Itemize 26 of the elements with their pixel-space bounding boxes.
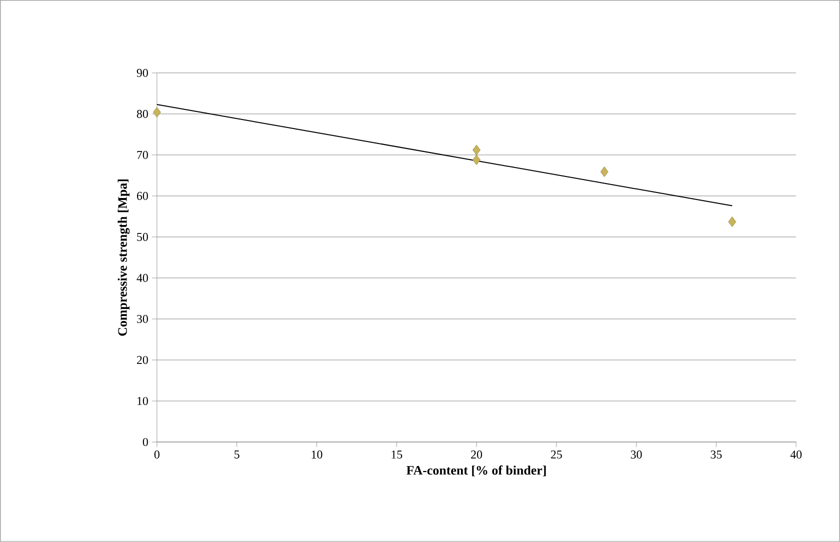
y-tick-label: 50 [137, 232, 148, 242]
x-tick-label: 35 [710, 450, 722, 459]
y-tick-label: 90 [136, 68, 148, 77]
x-tick-label: 15 [392, 450, 402, 459]
x-tick-label: 5 [234, 450, 240, 458]
y-tick-label: 80 [136, 110, 148, 118]
x-tick-label: 25 [550, 450, 562, 459]
point [472, 154, 480, 166]
x-tick-label: 20 [471, 450, 482, 459]
y-axis-title: Compressive strength [Mpa] [118, 180, 130, 336]
y-tick-label: 20 [136, 356, 148, 364]
y-tick-label: 30 [137, 314, 148, 324]
y-tick-label: 0 [142, 438, 148, 446]
x-tick-label: 40 [790, 450, 802, 459]
x-axis-title: FA-content [% of binder] [406, 465, 546, 476]
y-tick-label: 60 [136, 192, 148, 200]
y-tick-label: 40 [136, 274, 148, 282]
x-tick-label: 30 [630, 450, 642, 459]
point [472, 144, 480, 156]
y-tick-label: 10 [138, 396, 148, 406]
point [153, 107, 161, 118]
x-tick-label: 0 [154, 450, 160, 459]
point [728, 216, 736, 227]
x-tick-label: 10 [312, 450, 322, 459]
y-tick-label: 70 [137, 150, 148, 159]
point [600, 166, 608, 177]
